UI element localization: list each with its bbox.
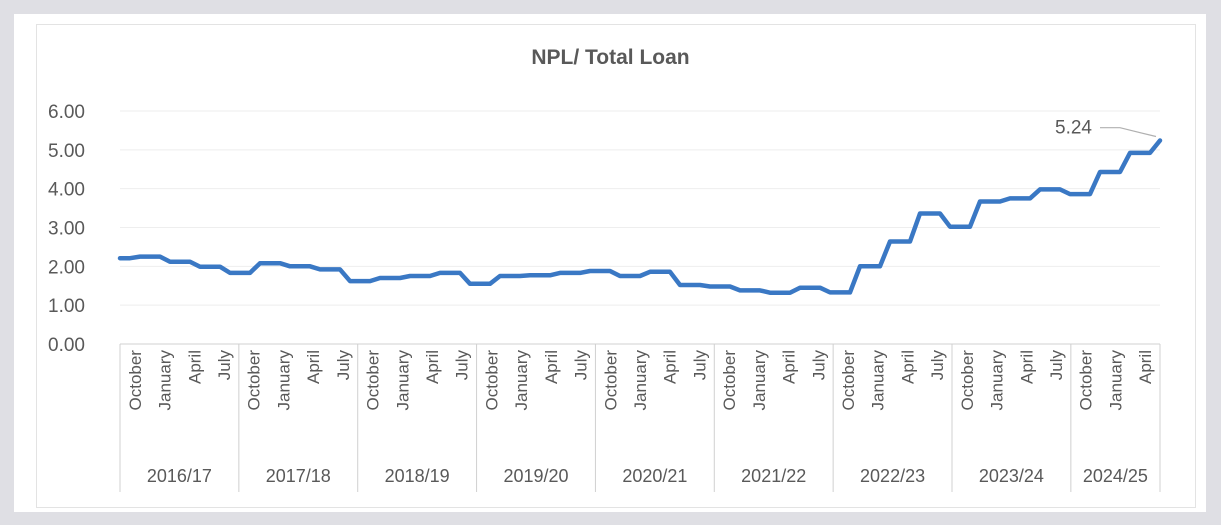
x-month-label: January (274, 350, 293, 411)
x-month-label: July (809, 350, 828, 381)
x-month-label: January (156, 350, 175, 411)
x-year-label: 2017/18 (266, 466, 331, 486)
x-month-label: October (126, 350, 145, 411)
x-month-label: July (453, 350, 472, 381)
y-tick-label: 6.00 (48, 102, 85, 123)
x-year-label: 2022/23 (860, 466, 925, 486)
x-month-label: October (839, 350, 858, 411)
y-tick-label: 1.00 (48, 296, 85, 317)
x-year-label: 2023/24 (979, 466, 1044, 486)
y-tick-label: 4.00 (48, 180, 85, 201)
y-tick-label: 0.00 (48, 335, 85, 356)
x-month-label: April (898, 350, 917, 384)
x-month-label: July (334, 350, 353, 381)
y-tick-label: 5.00 (48, 141, 85, 162)
chart-title: NPL/ Total Loan (531, 46, 690, 69)
x-month-label: October (601, 350, 620, 411)
x-month-label: January (869, 350, 888, 411)
x-year-label: 2019/20 (503, 466, 568, 486)
x-month-label: January (1106, 350, 1125, 411)
data-label-last: 5.24 (1055, 118, 1092, 139)
npl-series-line (117, 138, 1163, 295)
x-month-label: January (631, 350, 650, 411)
x-month-label: October (364, 350, 383, 411)
x-month-label: July (690, 350, 709, 381)
x-year-label: 2016/17 (147, 466, 212, 486)
chart-frame (14, 14, 1206, 512)
x-month-label: January (750, 350, 769, 411)
x-month-label: July (572, 350, 591, 381)
x-month-label: January (393, 350, 412, 411)
x-year-label: 2020/21 (622, 466, 687, 486)
x-month-label: October (720, 350, 739, 411)
x-month-label: October (245, 350, 264, 411)
x-month-label: April (1136, 350, 1155, 384)
x-month-label: April (780, 350, 799, 384)
y-tick-label: 3.00 (48, 219, 85, 240)
x-month-label: January (512, 350, 531, 411)
x-month-label: April (304, 350, 323, 384)
x-month-label: October (482, 350, 501, 411)
x-year-label: 2024/25 (1083, 466, 1148, 486)
x-month-label: July (215, 350, 234, 381)
annotation-leader-line (1100, 127, 1157, 138)
chart-area-border (36, 24, 1196, 508)
x-year-label: 2018/19 (385, 466, 450, 486)
x-month-label: January (988, 350, 1007, 411)
x-month-label: July (928, 350, 947, 381)
x-month-label: April (661, 350, 680, 384)
x-month-label: April (423, 350, 442, 384)
x-month-label: April (542, 350, 561, 384)
x-month-label: July (1047, 350, 1066, 381)
x-year-label: 2021/22 (741, 466, 806, 486)
x-month-label: April (185, 350, 204, 384)
x-month-label: April (1017, 350, 1036, 384)
x-month-label: October (1077, 350, 1096, 411)
y-tick-label: 2.00 (48, 257, 85, 278)
x-month-label: October (958, 350, 977, 411)
